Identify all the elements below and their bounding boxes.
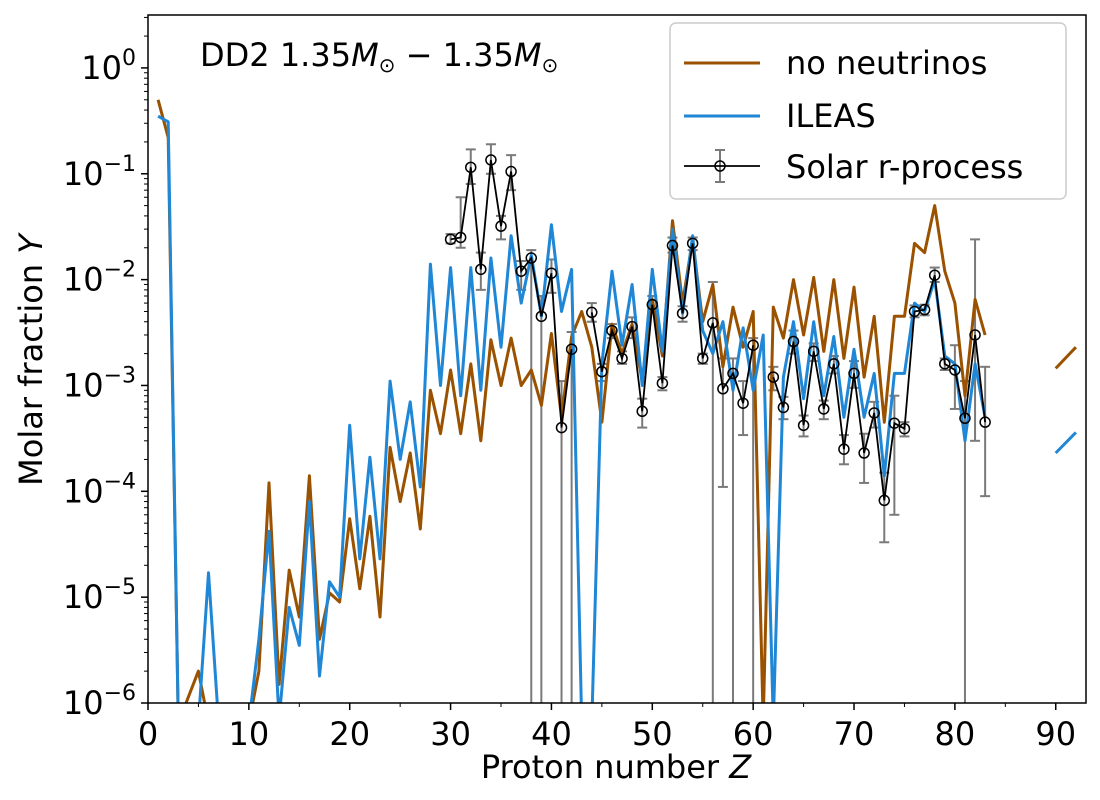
solar-point-z37: [515, 265, 527, 277]
solar-point-z54: [686, 237, 699, 250]
solar-point-z32: [465, 161, 477, 174]
solar-point-z70: [848, 367, 860, 380]
series-line-ileas-tail: [1054, 431, 1077, 455]
solar-point-z55: [696, 352, 709, 365]
solar-point-z83: [979, 416, 991, 428]
solar-point-z44: [586, 306, 598, 319]
legend-label-no-neutrinos: no neutrinos: [786, 44, 987, 82]
series-line-ileas: [157, 114, 987, 703]
series-line-solar-r-process: [450, 159, 573, 428]
x-tick-label-50: 50: [632, 715, 673, 753]
y-tick-label-1e-3: 10−3: [63, 363, 136, 404]
solar-point-z31: [454, 231, 467, 244]
legend: no neutrinos ILEAS Solar r-process: [669, 22, 1067, 200]
solar-point-z39: [535, 310, 548, 323]
solar-point-z45: [596, 365, 608, 378]
y-axis-label: Molar fraction Y: [12, 232, 50, 486]
solar-point-z34: [485, 154, 497, 166]
solar-point-z79: [939, 358, 951, 370]
y-tick-label-1e0: 100: [81, 46, 136, 87]
x-tick-label-90: 90: [1035, 715, 1076, 753]
solar-point-z38: [525, 252, 538, 264]
solar-point-z63: [777, 401, 790, 414]
solar-point-z41: [555, 421, 568, 434]
y-tick-label-1e-5: 10−5: [63, 575, 136, 616]
y-tick-label-1e-1: 10−1: [63, 152, 136, 193]
solar-point-z36: [505, 165, 517, 178]
solar-point-z33: [475, 263, 487, 276]
legend-box: [669, 22, 1067, 200]
solar-point-z64: [787, 335, 800, 348]
solar-point-z49: [636, 405, 648, 418]
solar-point-z68: [828, 358, 840, 370]
solar-point-z52: [666, 239, 679, 252]
solar-point-z67: [818, 403, 830, 415]
solar-point-z72: [868, 407, 880, 419]
x-tick-label-60: 60: [733, 715, 774, 753]
legend-swatch-solar: [684, 149, 760, 183]
solar-point-z53: [676, 307, 689, 320]
series-line-solar-r-process: [772, 274, 986, 501]
x-tick-label-80: 80: [935, 715, 976, 753]
x-tick-label-30: 30: [430, 715, 471, 753]
solar-point-z78: [928, 269, 941, 281]
solar-point-z66: [807, 345, 820, 358]
solar-point-z60: [747, 339, 759, 351]
solar-point-z57: [717, 383, 729, 395]
solar-point-z47: [616, 352, 628, 365]
x-tick-label-10: 10: [229, 715, 270, 753]
x-tick-label-0: 0: [138, 715, 158, 753]
solar-point-z50: [646, 298, 659, 311]
solar-point-z62: [767, 371, 780, 383]
solar-point-z75: [898, 422, 911, 435]
x-tick-label-40: 40: [531, 715, 572, 753]
solar-point-z82: [969, 329, 981, 341]
series-line-solar-r-process: [590, 243, 755, 412]
solar-point-z46: [606, 324, 618, 337]
legend-label-ileas: ILEAS: [786, 97, 876, 135]
x-tick-label-20: 20: [329, 715, 370, 753]
axes: 0 10 20 30 40 50 60 70 80 90 100 10−1 10−2 10−3 10−4 10…: [63, 16, 1076, 753]
solar-point-z35: [495, 220, 507, 232]
solar-point-z65: [797, 419, 810, 432]
solar-point-z80: [949, 364, 961, 376]
series-line-no-neutrinos-tail: [1054, 346, 1077, 370]
solar-point-z40: [545, 267, 558, 279]
solar-point-z42: [565, 343, 578, 355]
solar-point-z48: [626, 320, 638, 333]
solar-point-z59: [737, 397, 749, 409]
x-tick-label-70: 70: [834, 715, 875, 753]
solar-point-z69: [838, 443, 850, 455]
plot-area: [156, 99, 1077, 703]
y-tick-label-1e-6: 10−6: [63, 681, 136, 722]
legend-label-solar: Solar r-process: [786, 148, 1023, 186]
solar-point-z81: [959, 412, 971, 425]
solar-point-z77: [918, 303, 931, 316]
x-axis-label: Proton number Z: [481, 748, 752, 786]
y-tick-label-1e-2: 10−2: [63, 258, 136, 299]
solar-point-z56: [707, 317, 719, 329]
solar-point-z58: [727, 367, 739, 380]
y-tick-label-1e-4: 10−4: [63, 469, 136, 510]
annotation: DD2 1.35M⊙ − 1.35M⊙: [200, 36, 558, 77]
solar-point-z73: [878, 494, 891, 507]
solar-point-z51: [656, 377, 669, 389]
solar-point-z74: [888, 417, 901, 429]
plot-frame: [147, 14, 1087, 704]
solar-point-z71: [858, 447, 870, 459]
